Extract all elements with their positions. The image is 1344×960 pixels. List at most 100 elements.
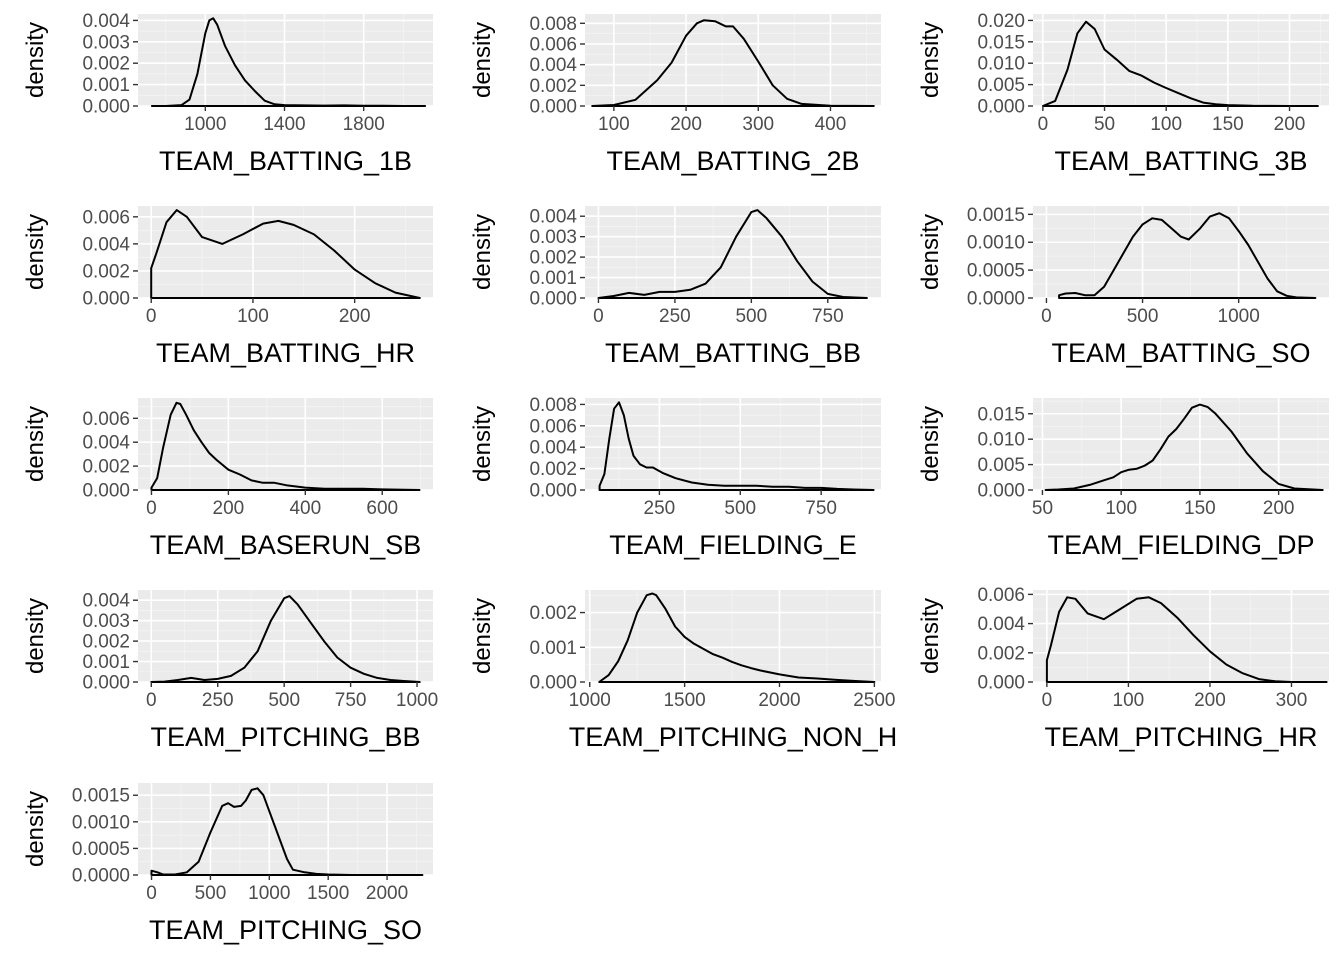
x-axis-title: TEAM_BATTING_BB [605, 338, 861, 368]
density-panel: 0 500 1000 1500 2000 0.0000 0.0005 0.0010 0.0015… [22, 783, 433, 945]
x-tick-label: 0 [146, 306, 157, 327]
density-panel: 0 200 400 600 0.000 0.002 0.004 0.006 TEAM_BASER… [22, 398, 433, 560]
density-curve [150, 787, 424, 876]
y-tick-label: 0.001 [82, 75, 130, 96]
x-tick-label: 0 [146, 690, 157, 711]
x-axis-title: TEAM_PITCHING_BB [150, 722, 420, 752]
density-curve [1041, 20, 1319, 107]
x-axis-title: TEAM_BATTING_3B [1054, 146, 1307, 176]
y-tick-label: 0.000 [977, 97, 1025, 118]
x-tick-label: 300 [1276, 690, 1308, 711]
density-curve [150, 595, 421, 683]
y-axis-title: density [22, 791, 49, 867]
x-axis-title: TEAM_BATTING_HR [156, 338, 415, 368]
y-tick-label: 0.010 [977, 430, 1025, 451]
x-tick-label: 150 [1212, 114, 1244, 135]
x-tick-label: 2000 [366, 883, 408, 904]
y-axis-title: density [917, 214, 944, 290]
x-tick-label: 300 [742, 114, 774, 135]
y-tick-label: 0.004 [529, 438, 577, 459]
x-tick-label: 750 [805, 498, 837, 519]
density-curve [598, 592, 876, 683]
density-panel: 0 100 200 0.000 0.002 0.004 0.006 TEAM_BATTING_… [22, 206, 433, 368]
y-tick-label: 0.002 [529, 603, 577, 624]
x-tick-label: 500 [195, 883, 227, 904]
x-tick-label: 200 [1194, 690, 1226, 711]
x-tick-label: 1800 [343, 114, 385, 135]
panel-background [138, 398, 433, 490]
y-tick-label: 0.003 [82, 611, 130, 632]
y-tick-label: 0.005 [977, 75, 1025, 96]
y-tick-label: 0.002 [529, 76, 577, 97]
panel-background [138, 590, 433, 682]
y-tick-label: 0.001 [529, 638, 577, 659]
x-tick-label: 2500 [853, 690, 895, 711]
y-tick-label: 0.000 [82, 289, 130, 310]
x-tick-label: 200 [213, 498, 245, 519]
x-tick-label: 200 [1274, 114, 1306, 135]
x-tick-label: 1400 [263, 114, 305, 135]
y-axis-title: density [917, 598, 944, 674]
panel-background [1033, 206, 1329, 298]
y-tick-label: 0.002 [529, 459, 577, 480]
density-curve [591, 19, 875, 107]
y-tick-label: 0.002 [82, 632, 130, 653]
panel-background [585, 398, 881, 490]
y-tick-label: 0.000 [529, 97, 577, 118]
y-tick-label: 0.0010 [72, 812, 130, 833]
density-curve [598, 401, 875, 491]
y-tick-label: 0.010 [977, 54, 1025, 75]
y-axis-title: density [469, 214, 496, 290]
x-tick-label: 150 [1184, 498, 1216, 519]
y-axis-title: density [22, 598, 49, 674]
x-axis-title: TEAM_BATTING_SO [1051, 338, 1310, 368]
panel-background [1033, 14, 1329, 106]
y-axis-title: density [469, 598, 496, 674]
density-curve [1058, 212, 1317, 299]
density-curve [150, 209, 421, 299]
x-tick-label: 0 [593, 306, 604, 327]
y-axis-title: density [469, 406, 496, 482]
x-tick-label: 1000 [396, 690, 438, 711]
y-axis-title: density [917, 406, 944, 482]
y-tick-label: 0.003 [529, 227, 577, 248]
y-axis-title: density [22, 214, 49, 290]
x-tick-label: 500 [268, 690, 300, 711]
y-tick-label: 0.004 [529, 207, 577, 228]
y-tick-label: 0.006 [82, 207, 130, 228]
y-tick-label: 0.002 [82, 54, 130, 75]
x-tick-label: 100 [1150, 114, 1182, 135]
x-tick-label: 2000 [758, 690, 800, 711]
y-tick-label: 0.006 [82, 409, 130, 430]
x-axis-title: TEAM_PITCHING_HR [1044, 722, 1317, 752]
x-axis-title: TEAM_BATTING_2B [606, 146, 859, 176]
y-tick-label: 0.002 [82, 457, 130, 478]
density-curve [150, 401, 421, 491]
density-curve [1045, 596, 1328, 683]
y-tick-label: 0.002 [977, 643, 1025, 664]
y-tick-label: 0.008 [529, 395, 577, 416]
density-panel: 0 100 200 300 0.000 0.002 0.004 0.006 TEAM_PITCH… [917, 585, 1329, 752]
x-tick-label: 200 [1263, 498, 1295, 519]
y-tick-label: 0.000 [529, 289, 577, 310]
x-tick-label: 400 [815, 114, 847, 135]
y-axis-title: density [22, 22, 49, 98]
x-tick-label: 1000 [248, 883, 290, 904]
x-tick-label: 100 [237, 306, 269, 327]
y-tick-label: 0.0000 [967, 289, 1025, 310]
x-tick-label: 100 [1105, 498, 1137, 519]
density-curve [150, 17, 427, 107]
y-axis-title: density [469, 22, 496, 98]
x-tick-label: 0 [1041, 306, 1052, 327]
x-tick-label: 250 [644, 498, 676, 519]
x-tick-label: 50 [1032, 498, 1053, 519]
x-tick-label: 500 [724, 498, 756, 519]
y-tick-label: 0.002 [82, 261, 130, 282]
x-tick-label: 250 [659, 306, 691, 327]
x-tick-label: 100 [598, 114, 630, 135]
x-tick-label: 750 [812, 306, 844, 327]
y-tick-label: 0.000 [82, 673, 130, 694]
